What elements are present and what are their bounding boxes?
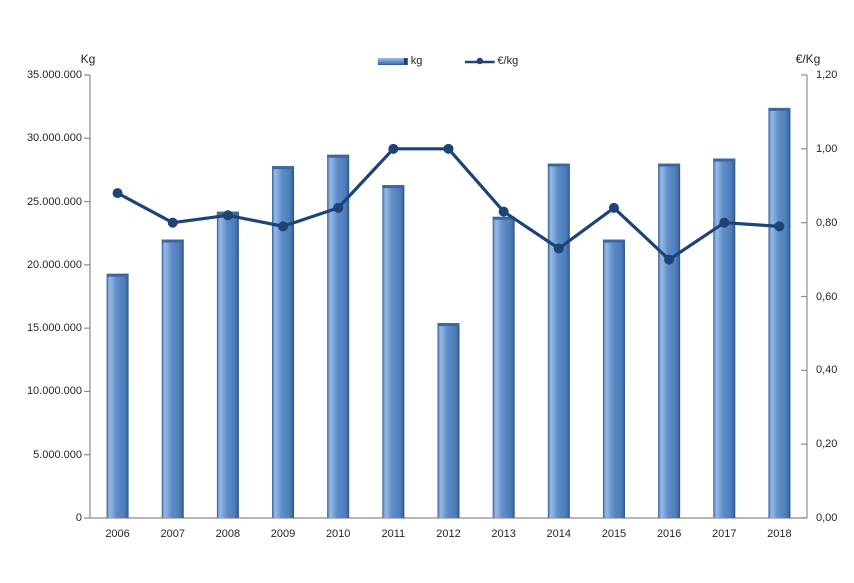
bar-top-cap-2011	[382, 185, 405, 189]
category-label-2017: 2017	[712, 528, 737, 540]
left-axis-tick-label: 0	[75, 512, 82, 524]
bar-2015	[602, 239, 625, 519]
category-label-2006: 2006	[105, 528, 130, 540]
category-label-2009: 2009	[270, 528, 296, 540]
bar-2007	[161, 239, 184, 519]
price-marker-2017	[719, 217, 730, 228]
left-axis-tick-label: 20.000.000	[26, 258, 82, 271]
bar-top-cap-2013	[492, 216, 515, 220]
left-axis-tick-label: 15.000.000	[26, 322, 82, 335]
price-marker-2016	[664, 254, 675, 265]
bar-2010	[327, 154, 350, 519]
legend-item-kg: kg	[377, 55, 423, 67]
price-marker-2008	[222, 210, 233, 221]
bar-2017	[713, 158, 736, 518]
price-line	[115, 147, 782, 262]
left-axis-tick-label: 25.000.000	[26, 195, 82, 208]
bar-top-cap-2012	[437, 323, 460, 327]
bar-top-cap-2015	[602, 239, 625, 243]
legend-label-kg: kg	[410, 55, 423, 67]
price-marker-2012	[443, 143, 454, 154]
category-label-2010: 2010	[325, 528, 351, 540]
bar-series-swatch-icon	[377, 57, 408, 65]
category-label-2011: 2011	[381, 528, 406, 540]
bar-top-cap-2009	[272, 166, 295, 170]
right-axis-tick-label: 1,20	[816, 69, 838, 81]
right-axis-tick-label: 0,00	[816, 512, 838, 524]
right-axis-tick-label: 0,80	[816, 216, 838, 229]
line-series-swatch-icon	[464, 57, 495, 65]
category-label-2012: 2012	[436, 528, 461, 540]
left-axis-tick-label: 30.000.000	[26, 132, 82, 145]
price-marker-2018	[774, 221, 785, 232]
category-label-2013: 2013	[491, 528, 516, 540]
right-axis-tick-label: 0,40	[816, 364, 838, 377]
price-marker-2013	[498, 206, 509, 217]
category-label-2016: 2016	[656, 528, 682, 540]
left-axis-tick-label: 5.000.000	[33, 448, 82, 461]
bar-2012	[437, 323, 460, 518]
bar-2009	[272, 166, 295, 519]
bar-top-cap-2006	[106, 273, 129, 277]
price-marker-2010	[333, 202, 344, 213]
price-marker-2011	[388, 143, 399, 154]
bar-top-cap-2014	[547, 163, 570, 167]
price-marker-2007	[167, 217, 178, 228]
category-label-2018: 2018	[767, 528, 792, 540]
right-axis-title: €/Kg	[795, 52, 821, 66]
category-label-2014: 2014	[546, 528, 572, 540]
bar-2014	[547, 163, 570, 518]
bar-2016	[658, 163, 681, 518]
bar-2006	[106, 273, 129, 518]
left-axis-tick-label: 35.000.000	[26, 69, 82, 81]
legend-item-eur-per-kg: €/kg	[464, 55, 518, 67]
right-axis-tick-label: 1,00	[816, 142, 838, 155]
right-axis-tick-label: 0,60	[816, 290, 838, 303]
bar-top-cap-2007	[161, 239, 184, 243]
bar-top-cap-2017	[713, 158, 736, 162]
left-axis-title: Kg	[80, 52, 96, 66]
price-marker-2014	[553, 243, 564, 254]
bar-2018	[768, 107, 791, 518]
bar-2013	[492, 216, 515, 518]
bar-2008	[216, 211, 239, 518]
price-marker-2015	[608, 202, 619, 213]
category-label-2007: 2007	[160, 528, 185, 540]
legend-label-eur-per-kg: €/kg	[497, 55, 519, 67]
legend: kg €/kg	[377, 55, 518, 67]
category-label-2015: 2015	[601, 528, 627, 540]
bar-top-cap-2018	[768, 107, 791, 111]
bar-top-cap-2010	[327, 154, 350, 158]
bar-2011	[382, 185, 405, 519]
price-marker-2009	[278, 221, 289, 232]
right-axis-tick-label: 0,20	[816, 438, 838, 451]
bar-top-cap-2016	[658, 163, 681, 167]
left-axis-tick-label: 10.000.000	[26, 385, 82, 398]
price-marker-2006	[112, 188, 123, 199]
category-label-2008: 2008	[215, 528, 241, 540]
